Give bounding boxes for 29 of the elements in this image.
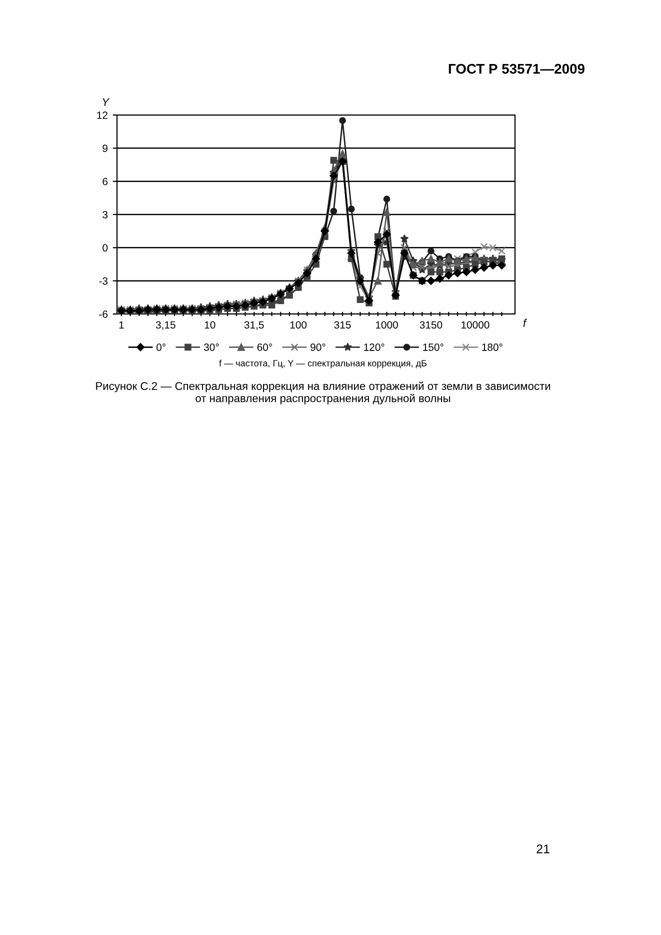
y-tick-label: 0 [102,244,108,252]
x-tick-label: 100 [290,321,307,329]
legend-label: 0° [156,344,166,351]
legend-label: 120° [364,344,384,351]
x-tick-label: 3150 [420,321,442,329]
x-tick-label: 3,15 [156,321,176,330]
y-tick-label: -6 [99,310,108,318]
legend-label: 180° [482,344,502,351]
x-tick-label: 1 [119,321,124,328]
x-tick-label: 10 [204,321,216,329]
y-tick-label: -3 [99,277,108,285]
x-tick-label: 10000 [462,321,490,329]
x-tick-label: 31,5 [244,321,264,330]
text: Рисунок С.2 — Спектральная коррекция на влияние отражений от земли в зависимости от направления распространения дульной волны [96,382,550,404]
legend-label: 30° [204,344,219,351]
x-tick-label: 1000 [376,321,398,329]
legend-label: 90° [310,344,326,351]
legend-label: 150° [423,344,444,351]
y-tick-label: 9 [102,144,108,152]
x-axis-title: f [523,318,528,327]
text: 21 [536,844,550,854]
y-tick-label: 12 [97,112,108,119]
legend-label: 60° [257,344,272,351]
text: ГОСТ Р 53571—2009 [448,64,584,74]
y-tick-label: 3 [102,211,108,218]
y-axis-title: Y [102,98,110,106]
x-tick-label: 315 [334,321,351,329]
y-tick-label: 6 [102,178,108,186]
text: f — частота, Гц, Y — спектральная коррекция, дБ [219,360,427,368]
